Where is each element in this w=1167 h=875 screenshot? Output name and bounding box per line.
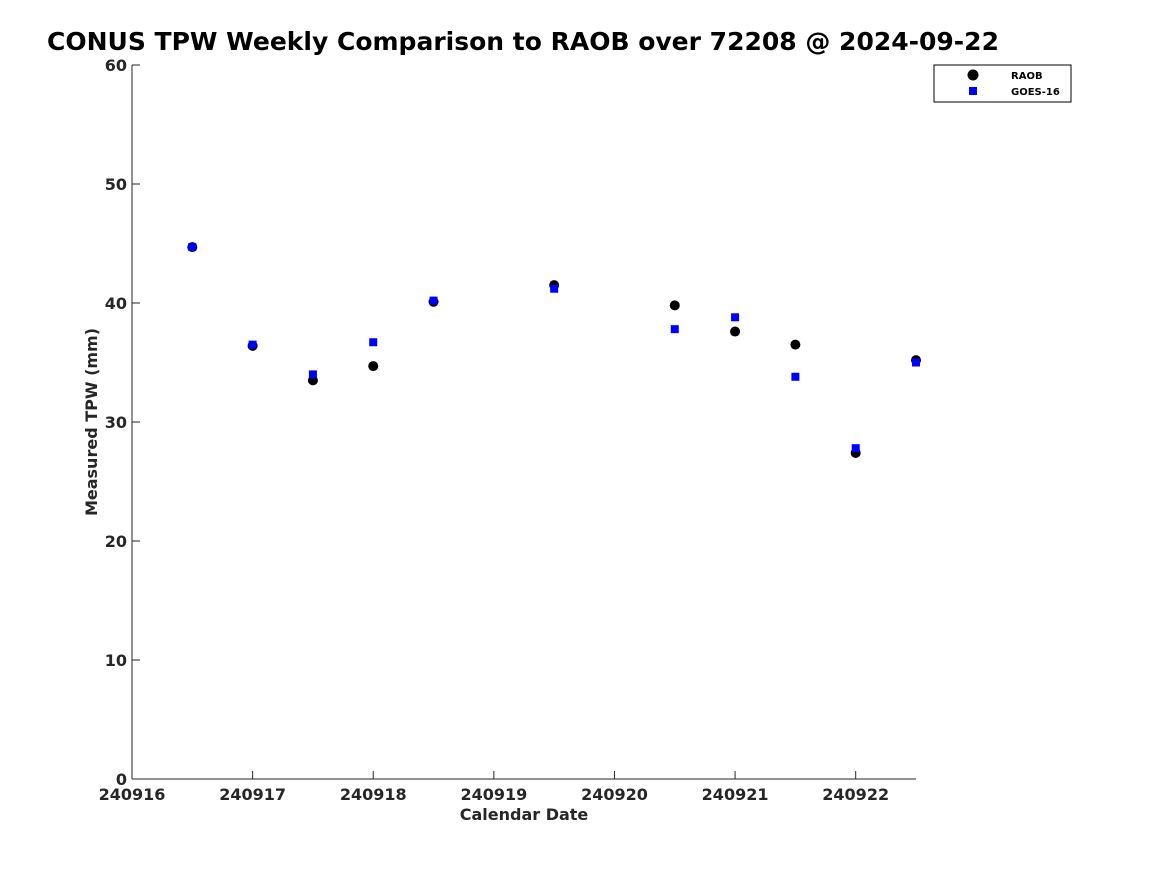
goes-16-point — [731, 313, 740, 322]
x-tick-label: 240922 — [822, 785, 889, 804]
y-ticks: 0 10 20 30 40 50 60 — [105, 56, 140, 789]
goes-16-point — [369, 338, 378, 347]
legend: RAOB GOES-16 — [933, 64, 1072, 103]
x-tick-label: 240921 — [702, 785, 769, 804]
x-tick-label: 240916 — [99, 785, 166, 804]
raob-point — [669, 300, 680, 311]
goes-16-point — [550, 284, 559, 293]
legend-label: GOES-16 — [1011, 87, 1060, 98]
y-tick-label: 10 — [105, 651, 127, 670]
goes-16-point — [912, 358, 920, 367]
legend-marker-goes-16 — [969, 87, 977, 95]
x-tick-label: 240917 — [219, 785, 286, 804]
goes-16-point — [851, 444, 860, 453]
x-tick-label: 240918 — [340, 785, 407, 804]
axes — [131, 65, 916, 780]
x-axis-label: Calendar Date — [460, 805, 589, 824]
goes-16-point — [791, 372, 800, 381]
y-tick-label: 40 — [105, 294, 127, 313]
legend-marker-raob — [967, 69, 979, 81]
y-axis-label: Measured TPW (mm) — [82, 328, 101, 516]
goes-16-point — [248, 340, 257, 349]
raob-point — [790, 339, 801, 350]
y-tick-label: 20 — [105, 532, 127, 551]
x-ticks: 240916 240917 240918 240919 240920 240921 2409… — [99, 771, 889, 804]
y-tick-label: 50 — [105, 175, 127, 194]
x-tick-label: 240920 — [581, 785, 648, 804]
chart-title: CONUS TPW Weekly Comparison to RAOB over… — [47, 27, 999, 56]
legend-box — [933, 64, 1072, 103]
x-tick-label: 240919 — [460, 785, 527, 804]
raob-point — [368, 361, 379, 372]
goes-16-point — [670, 325, 679, 334]
raob-point — [730, 326, 741, 337]
data-points — [187, 242, 921, 458]
goes-16-point — [308, 370, 317, 379]
y-tick-label: 30 — [105, 413, 127, 432]
y-tick-label: 60 — [105, 56, 127, 75]
legend-label: RAOB — [1011, 71, 1043, 82]
goes-16-point — [188, 243, 197, 252]
goes-16-point — [429, 296, 438, 305]
y-tick-label: 0 — [116, 770, 127, 789]
